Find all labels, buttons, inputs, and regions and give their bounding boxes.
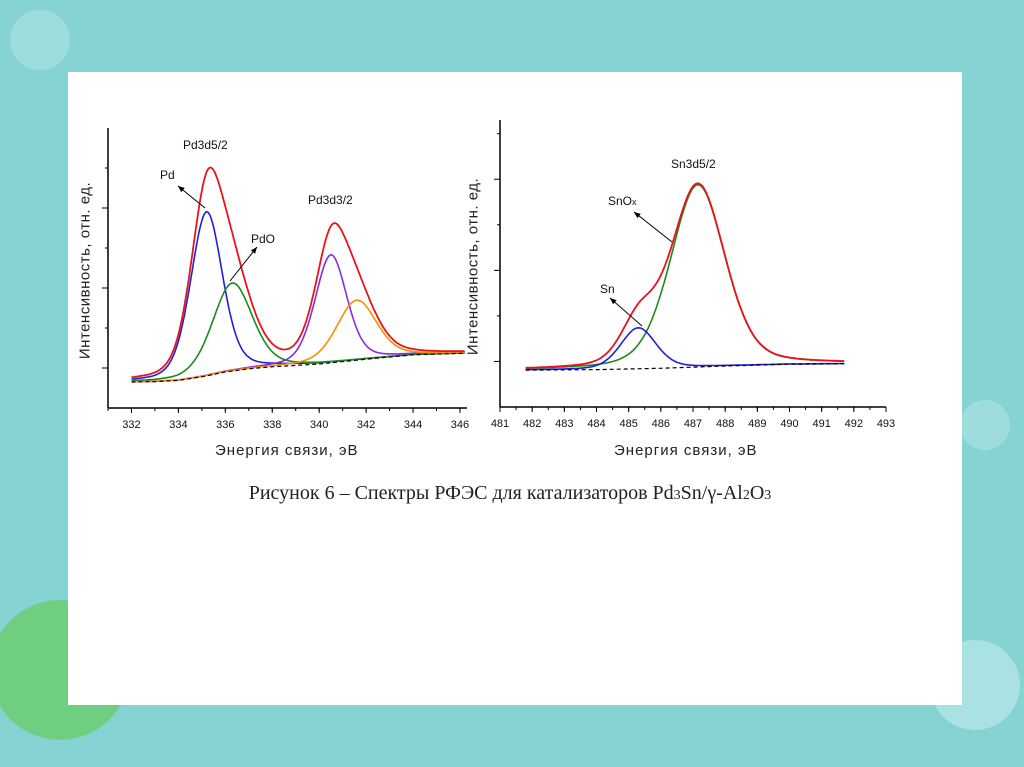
x-tick-label: 482: [523, 418, 541, 430]
caption-text: Sn/γ-Al: [680, 482, 743, 504]
x-tick-label: 488: [716, 418, 734, 430]
component-curve-pd3d3-2-pdo: [131, 299, 465, 383]
x-axis-label-right: Энергия связи, эВ: [614, 442, 758, 459]
x-tick-label: 344: [404, 419, 422, 431]
x-tick-label: 492: [845, 418, 863, 430]
x-tick-label: 490: [780, 418, 798, 430]
x-tick-label: 493: [877, 418, 895, 430]
label-pd3d52: Pd3d5/2: [183, 138, 228, 152]
label-snox-sub: x: [632, 197, 637, 207]
label-pd3d32: Pd3d3/2: [308, 193, 353, 207]
caption-text: O: [749, 482, 765, 504]
label-snox: SnOx: [608, 194, 637, 208]
x-tick-label: 342: [357, 419, 375, 431]
total-envelope-curve: [525, 182, 845, 369]
annotation-arrow: [633, 211, 673, 243]
x-tick-label: 485: [619, 418, 637, 430]
annotation-arrow: [229, 246, 258, 282]
arrowhead-icon: [634, 212, 641, 219]
label-pd: Pd: [160, 168, 175, 182]
x-tick-label: 491: [812, 418, 830, 430]
x-tick-label: 481: [491, 418, 509, 430]
y-axis-label-left: Интенсивность, отн. ед.: [76, 181, 94, 360]
caption-text: Рисунок 6 – Спектры РФЭС для катализатор…: [248, 482, 674, 504]
x-axis-label-left: Энергия связи, эВ: [215, 442, 359, 459]
label-sn3d52: Sn3d5/2: [671, 157, 716, 171]
x-tick-label: 332: [122, 419, 140, 431]
decoration-bubble: [960, 400, 1010, 450]
x-tick-label: 336: [216, 419, 234, 431]
x-tick-label: 487: [684, 418, 702, 430]
annotation-arrow: [609, 297, 643, 327]
label-snox-text: SnO: [608, 194, 633, 208]
caption-sub: 3: [764, 488, 772, 503]
x-tick-label: 486: [652, 418, 670, 430]
x-tick-label: 338: [263, 419, 281, 431]
decoration-bubble: [10, 10, 70, 70]
figure-caption: Рисунок 6 – Спектры РФЭС для катализатор…: [20, 482, 1000, 505]
arrowhead-icon: [610, 298, 617, 305]
arrowhead-icon: [250, 247, 257, 254]
component-curve-snox: [525, 183, 845, 370]
y-axis-label-right: Интенсивность, отн. ед.: [464, 177, 482, 356]
caption-sub: 2: [742, 488, 750, 503]
x-tick-label: 340: [310, 419, 328, 431]
x-tick-label: 346: [451, 419, 469, 431]
x-tick-label: 334: [169, 419, 187, 431]
label-pdo: PdO: [251, 232, 276, 246]
x-tick-label: 483: [555, 418, 573, 430]
caption-sub: 3: [673, 488, 681, 503]
x-tick-label: 489: [748, 418, 766, 430]
arrowhead-icon: [178, 186, 185, 193]
label-sn: Sn: [600, 282, 615, 296]
x-tick-label: 484: [587, 418, 605, 430]
component-curve-sn: [525, 326, 845, 371]
total-envelope-curve: [131, 166, 465, 379]
